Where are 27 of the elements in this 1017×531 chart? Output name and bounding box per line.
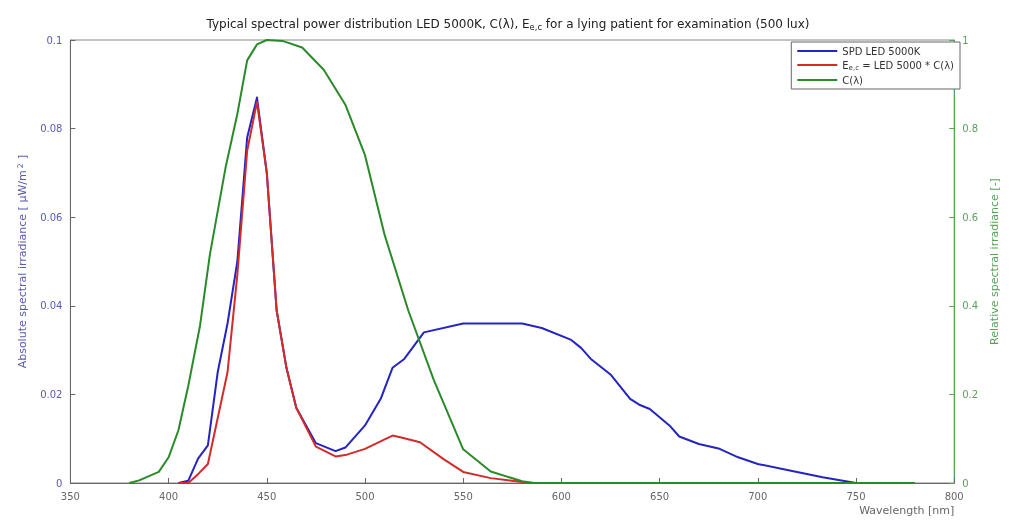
- y2-tick-label: 0.8: [962, 123, 979, 135]
- x-tick-label: 600: [551, 490, 571, 502]
- y-tick-label: 0.1: [46, 34, 63, 46]
- x-tick-label: 650: [650, 490, 670, 502]
- y-tick-label: 0.08: [40, 123, 63, 135]
- y2-axis-title: Relative spectral irradiance [-]: [988, 178, 1001, 345]
- x-tick-label: 550: [453, 490, 473, 502]
- y-tick-label: 0.02: [40, 388, 63, 400]
- y2-tick-label: 0.2: [962, 388, 979, 400]
- x-tick-label: 700: [748, 490, 768, 502]
- y2-tick-label: 0: [962, 477, 969, 489]
- y2-tick-label: 1: [962, 34, 969, 46]
- y2-tick-label: 0.6: [962, 211, 979, 223]
- x-tick-label: 400: [159, 490, 179, 502]
- y-tick-label: 0.04: [40, 300, 63, 312]
- legend-label: C(λ): [842, 74, 864, 86]
- x-tick-label: 800: [944, 490, 964, 502]
- line-series: [177, 101, 533, 484]
- x-tick-label: 500: [355, 490, 375, 502]
- y-tick-label: 0: [56, 477, 63, 489]
- x-tick-label: 450: [257, 490, 277, 502]
- x-tick-label: 350: [60, 490, 80, 502]
- y2-tick-label: 0.4: [962, 300, 979, 312]
- legend-label: SPD LED 5000K: [842, 45, 921, 57]
- x-tick-label: 750: [846, 490, 866, 502]
- x-axis-title: Wavelength [nm]: [859, 504, 955, 517]
- y-tick-label: 0.06: [40, 211, 63, 223]
